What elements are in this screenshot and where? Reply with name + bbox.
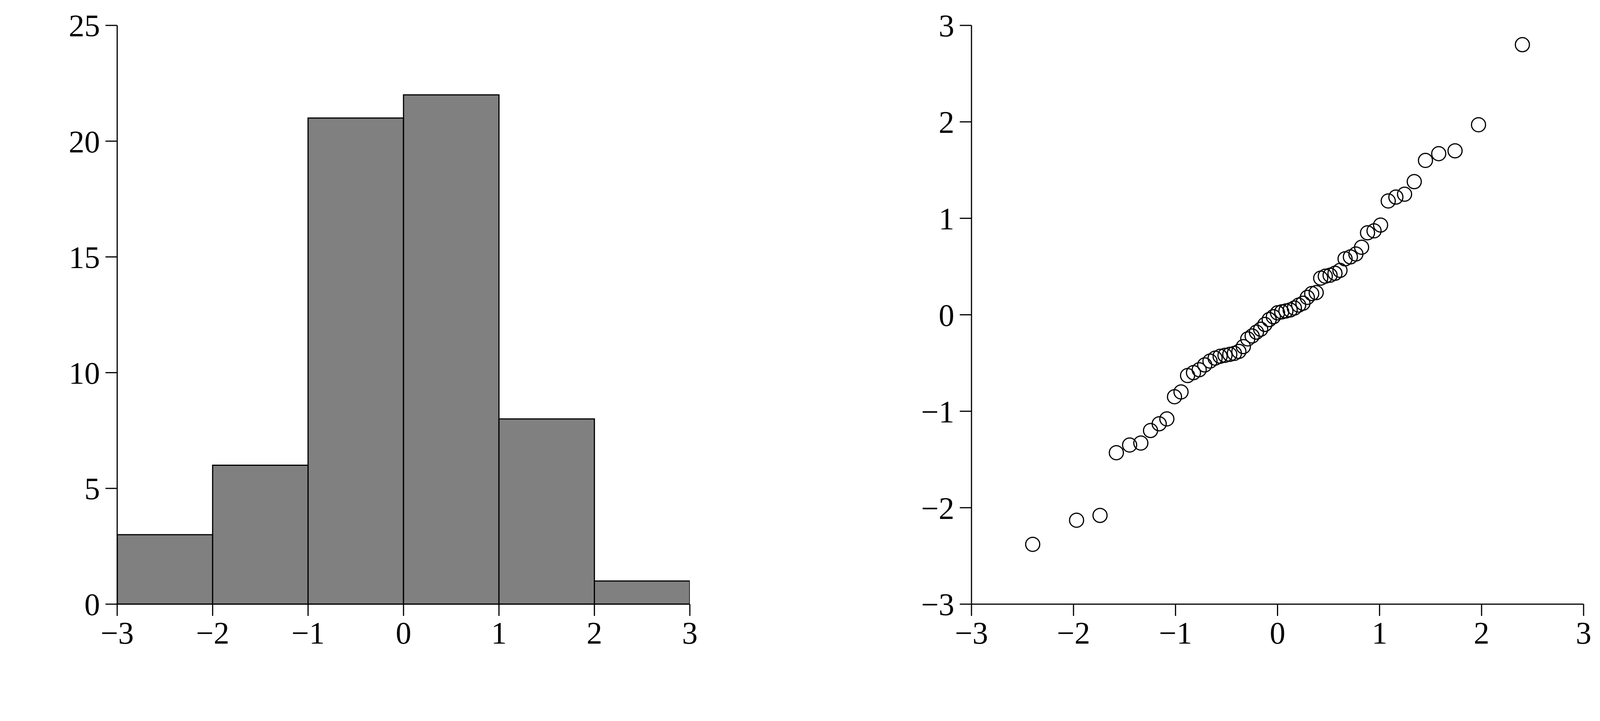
- svg-text:3: 3: [1575, 615, 1592, 650]
- svg-text:−1: −1: [291, 615, 325, 650]
- svg-text:−1: −1: [921, 394, 955, 429]
- svg-text:0: 0: [938, 298, 955, 333]
- svg-text:−2: −2: [921, 491, 955, 526]
- svg-text:2: 2: [586, 615, 603, 650]
- svg-text:0: 0: [395, 615, 412, 650]
- svg-text:0: 0: [84, 587, 100, 622]
- svg-text:−1: −1: [1158, 615, 1193, 650]
- svg-text:3: 3: [682, 615, 698, 650]
- svg-text:−2: −2: [196, 615, 230, 650]
- svg-text:−3: −3: [921, 587, 955, 622]
- svg-text:−3: −3: [954, 615, 988, 650]
- svg-text:0: 0: [1269, 615, 1286, 650]
- svg-text:1: 1: [1371, 615, 1388, 650]
- svg-text:3: 3: [938, 8, 955, 43]
- svg-text:1: 1: [938, 201, 955, 236]
- svg-text:10: 10: [68, 355, 100, 391]
- svg-text:15: 15: [68, 240, 100, 275]
- svg-text:20: 20: [68, 124, 100, 159]
- svg-text:5: 5: [84, 471, 100, 506]
- svg-text:1: 1: [491, 615, 507, 650]
- svg-text:25: 25: [68, 8, 100, 43]
- svg-text:−3: −3: [100, 615, 134, 650]
- svg-text:−2: −2: [1057, 615, 1091, 650]
- svg-text:2: 2: [1473, 615, 1490, 650]
- svg-text:2: 2: [938, 105, 955, 140]
